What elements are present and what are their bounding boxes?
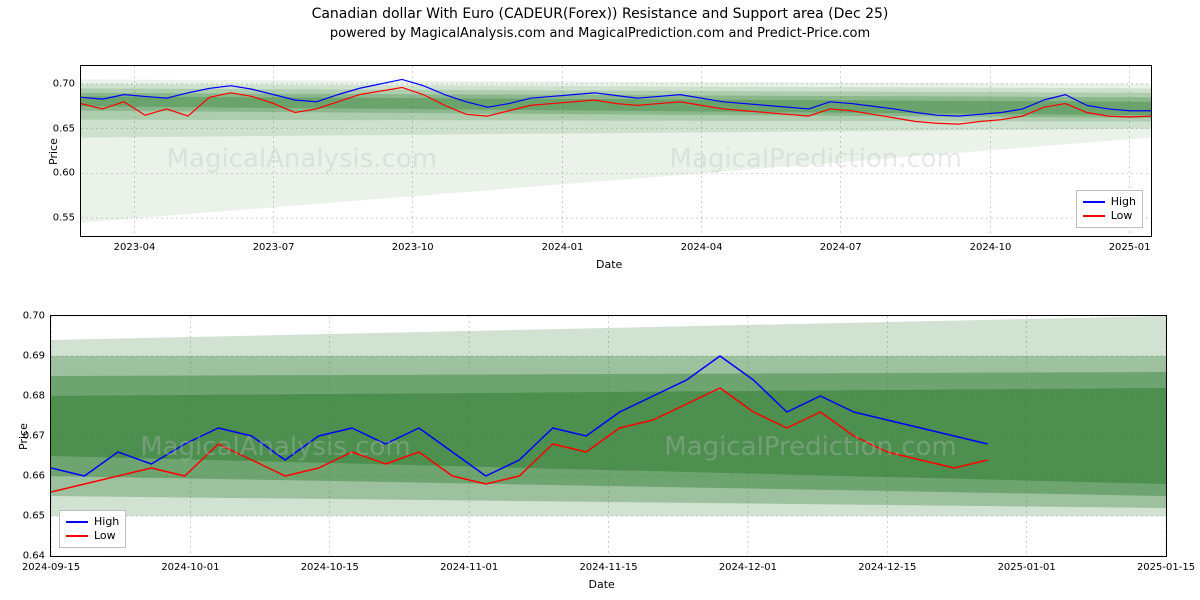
xtick: 2024-11-01 (440, 556, 498, 573)
xtick: 2024-12-15 (858, 556, 916, 573)
xtick: 2024-07 (820, 236, 862, 253)
xtick: 2025-01-01 (998, 556, 1056, 573)
chart-title: Canadian dollar With Euro (CADEUR(Forex)… (0, 0, 1200, 22)
xtick: 2024-01 (542, 236, 584, 253)
xtick: 2024-10-15 (301, 556, 359, 573)
xtick: 2024-12-01 (719, 556, 777, 573)
xtick: 2023-04 (114, 236, 156, 253)
xtick: 2025-01 (1109, 236, 1151, 253)
legend-label: High (94, 515, 119, 529)
legend-swatch (1083, 215, 1105, 217)
legend-swatch (1083, 201, 1105, 203)
ytick: 0.60 (53, 168, 81, 179)
y-axis-label: Price (17, 423, 30, 450)
ytick: 0.70 (23, 311, 51, 322)
legend-swatch (66, 535, 88, 537)
ytick: 0.65 (53, 123, 81, 134)
legend: HighLow (1076, 190, 1143, 228)
plot-area (51, 316, 1166, 556)
legend-item-low: Low (1083, 209, 1136, 223)
ytick: 0.68 (23, 391, 51, 402)
ytick: 0.55 (53, 213, 81, 224)
x-axis-label: Date (596, 258, 622, 271)
xtick: 2024-09-15 (22, 556, 80, 573)
xtick: 2024-10-01 (161, 556, 219, 573)
xtick: 2024-10 (970, 236, 1012, 253)
legend-label: High (1111, 195, 1136, 209)
legend-label: Low (94, 529, 116, 543)
legend-item-high: High (66, 515, 119, 529)
ytick: 0.65 (23, 511, 51, 522)
x-axis-label: Date (589, 578, 615, 591)
ytick: 0.70 (53, 78, 81, 89)
xtick: 2024-04 (681, 236, 723, 253)
xtick: 2024-11-15 (579, 556, 637, 573)
xtick: 2023-07 (253, 236, 295, 253)
plot-area (81, 66, 1151, 236)
figure-container: Canadian dollar With Euro (CADEUR(Forex)… (0, 0, 1200, 600)
chart-subtitle: powered by MagicalAnalysis.com and Magic… (0, 22, 1200, 41)
ytick: 0.66 (23, 471, 51, 482)
bottom-chart: MagicalAnalysis.comMagicalPrediction.com… (50, 315, 1167, 557)
top-chart: MagicalAnalysis.comMagicalPrediction.com… (80, 65, 1152, 237)
xtick: 2025-01-15 (1137, 556, 1195, 573)
legend-item-low: Low (66, 529, 119, 543)
legend-swatch (66, 521, 88, 523)
y-axis-label: Price (47, 138, 60, 165)
xtick: 2023-10 (392, 236, 434, 253)
legend: HighLow (59, 510, 126, 548)
legend-item-high: High (1083, 195, 1136, 209)
legend-label: Low (1111, 209, 1133, 223)
ytick: 0.69 (23, 351, 51, 362)
